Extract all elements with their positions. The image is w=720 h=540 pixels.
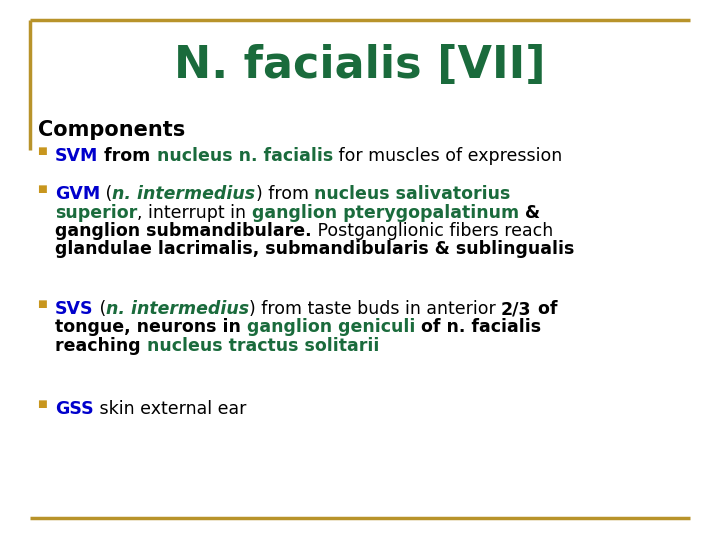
- Text: GVM: GVM: [55, 185, 100, 203]
- Text: of n. facialis: of n. facialis: [415, 319, 541, 336]
- Text: of: of: [531, 300, 557, 318]
- Text: from: from: [99, 147, 157, 165]
- Text: reaching: reaching: [55, 337, 147, 355]
- Text: ganglion pterygopalatinum: ganglion pterygopalatinum: [252, 204, 519, 221]
- Text: GSS: GSS: [55, 400, 94, 418]
- Text: &: &: [519, 204, 540, 221]
- Text: Components: Components: [38, 120, 185, 140]
- Text: ■: ■: [37, 184, 47, 194]
- Text: 2/3: 2/3: [501, 300, 531, 318]
- Text: ) from taste buds in anterior: ) from taste buds in anterior: [249, 300, 501, 318]
- Text: (: (: [94, 300, 106, 318]
- Text: ■: ■: [37, 146, 47, 156]
- Text: superior: superior: [55, 204, 138, 221]
- Text: for muscles of expression: for muscles of expression: [333, 147, 562, 165]
- Text: ganglion submandibulare.: ganglion submandibulare.: [55, 222, 312, 240]
- Text: nucleus salivatorius: nucleus salivatorius: [314, 185, 510, 203]
- Text: Postganglionic fibers reach: Postganglionic fibers reach: [312, 222, 553, 240]
- Text: ganglion geniculi: ganglion geniculi: [247, 319, 415, 336]
- Text: SVS: SVS: [55, 300, 94, 318]
- Text: tongue, neurons in: tongue, neurons in: [55, 319, 247, 336]
- Text: skin external ear: skin external ear: [94, 400, 246, 418]
- Text: n. intermedius: n. intermedius: [106, 300, 249, 318]
- Text: , interrupt in: , interrupt in: [138, 204, 252, 221]
- Text: ) from: ) from: [256, 185, 314, 203]
- Text: N. facialis [VII]: N. facialis [VII]: [174, 44, 546, 86]
- Text: ■: ■: [37, 299, 47, 309]
- Text: (: (: [100, 185, 112, 203]
- Text: nucleus n. facialis: nucleus n. facialis: [157, 147, 333, 165]
- Text: nucleus tractus solitarii: nucleus tractus solitarii: [147, 337, 379, 355]
- Text: glandulae lacrimalis, submandibularis & sublingualis: glandulae lacrimalis, submandibularis & …: [55, 240, 575, 259]
- Text: SVM: SVM: [55, 147, 99, 165]
- Text: ■: ■: [37, 399, 47, 409]
- Text: n. intermedius: n. intermedius: [112, 185, 256, 203]
